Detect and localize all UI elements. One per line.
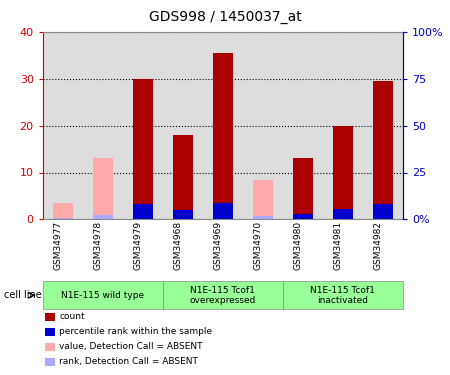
Bar — [293, 214, 313, 219]
Text: value, Detection Call = ABSENT: value, Detection Call = ABSENT — [59, 342, 203, 351]
Text: GSM34970: GSM34970 — [254, 221, 263, 270]
Bar — [53, 217, 73, 219]
Bar — [133, 79, 153, 219]
Text: GSM34977: GSM34977 — [54, 221, 63, 270]
Text: N1E-115 Tcof1
overexpressed: N1E-115 Tcof1 overexpressed — [189, 286, 256, 305]
Text: cell line: cell line — [4, 290, 42, 300]
Text: GSM34982: GSM34982 — [374, 221, 383, 270]
Bar — [293, 158, 313, 219]
Bar — [373, 81, 393, 219]
Text: count: count — [59, 312, 85, 321]
Bar — [173, 210, 193, 219]
Text: GSM34969: GSM34969 — [214, 221, 223, 270]
Text: N1E-115 wild type: N1E-115 wild type — [61, 291, 144, 300]
Bar — [93, 158, 113, 219]
Text: GDS998 / 1450037_at: GDS998 / 1450037_at — [148, 10, 302, 24]
Text: GSM34979: GSM34979 — [134, 221, 143, 270]
Bar — [253, 216, 273, 219]
Bar — [253, 180, 273, 219]
Bar — [333, 126, 353, 219]
Bar — [93, 214, 113, 219]
Bar — [213, 202, 233, 219]
Text: GSM34981: GSM34981 — [334, 221, 343, 270]
Text: percentile rank within the sample: percentile rank within the sample — [59, 327, 212, 336]
Text: rank, Detection Call = ABSENT: rank, Detection Call = ABSENT — [59, 357, 198, 366]
Text: GSM34980: GSM34980 — [294, 221, 303, 270]
Bar — [133, 204, 153, 219]
Bar — [333, 209, 353, 219]
Text: GSM34978: GSM34978 — [94, 221, 103, 270]
Bar — [373, 204, 393, 219]
Bar — [173, 135, 193, 219]
Text: N1E-115 Tcof1
inactivated: N1E-115 Tcof1 inactivated — [310, 286, 375, 305]
Bar — [213, 53, 233, 219]
Bar — [53, 203, 73, 219]
Text: GSM34968: GSM34968 — [174, 221, 183, 270]
